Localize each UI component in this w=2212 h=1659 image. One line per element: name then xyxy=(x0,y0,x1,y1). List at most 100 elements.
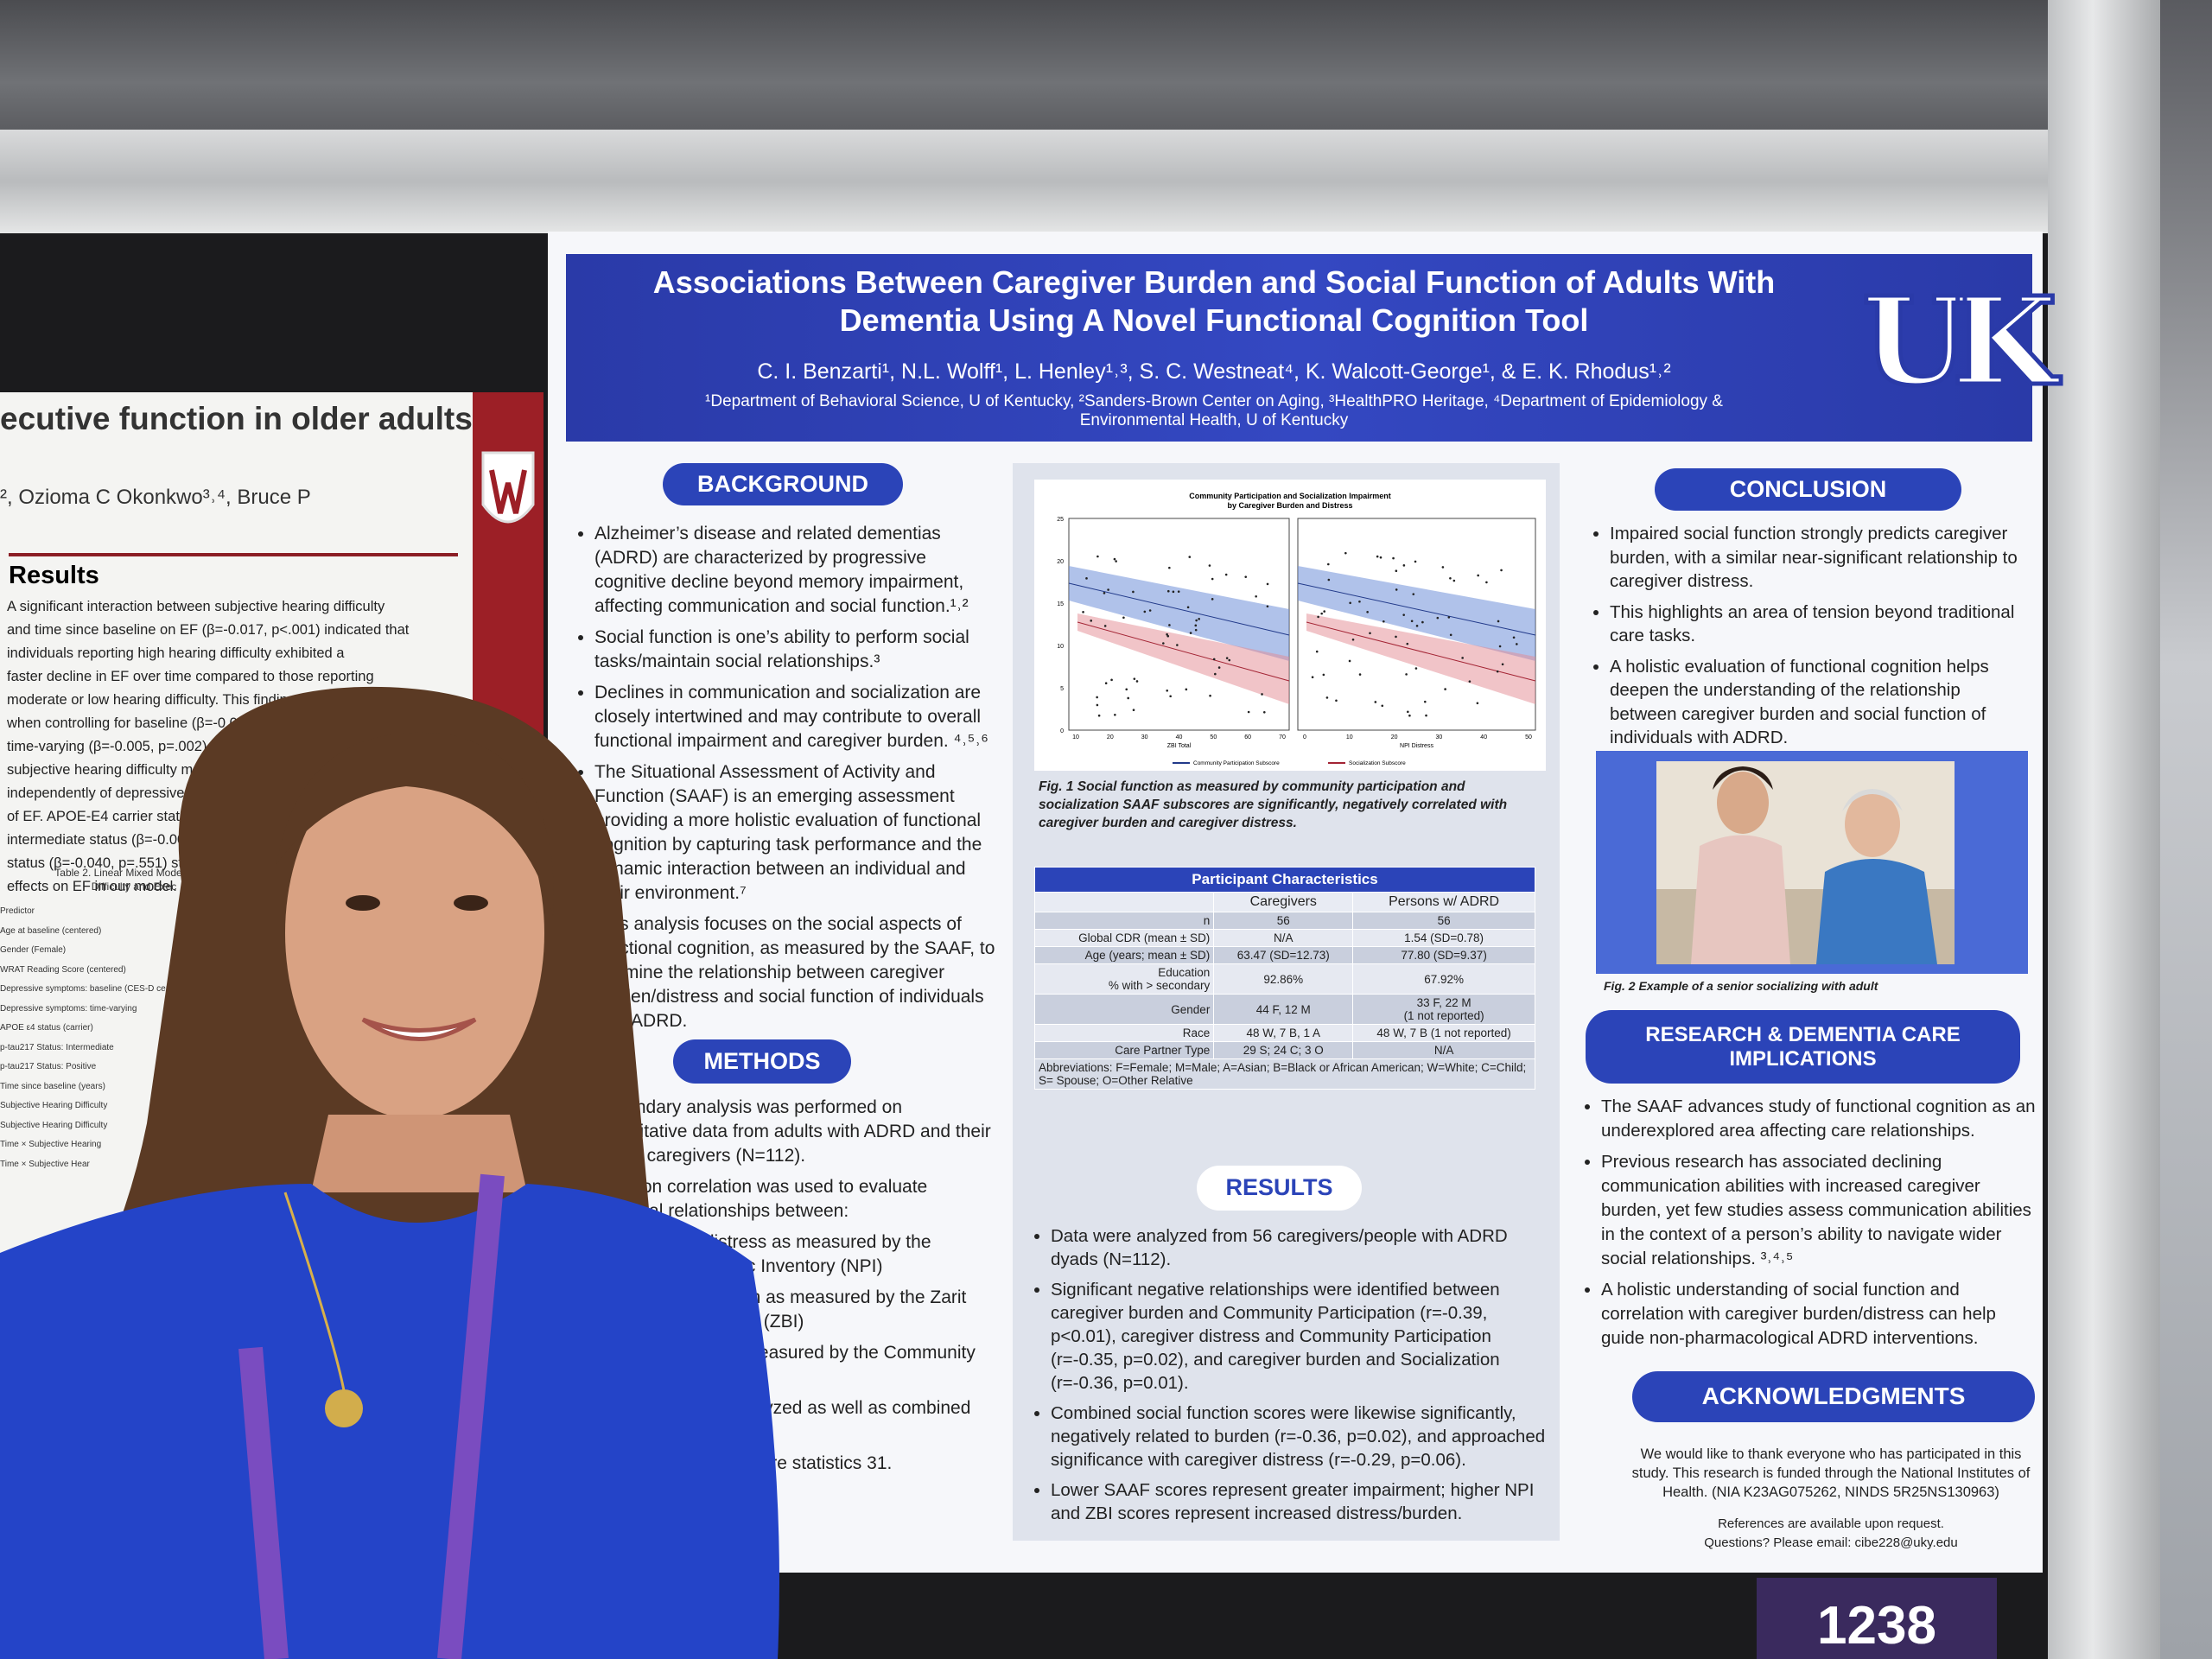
scatter-dot xyxy=(1381,704,1384,708)
text-line: status (β=-0.040, p=.551) status xyxy=(7,855,210,871)
lanyard xyxy=(437,1173,505,1659)
scatter-dot xyxy=(1379,556,1382,559)
table-row: Abbreviations: F=Female; M=Male; A=Asian… xyxy=(1034,1058,1535,1090)
scatter-dot xyxy=(1261,693,1263,696)
scatter-dot xyxy=(1096,696,1098,699)
scatter-dot xyxy=(1366,610,1369,613)
x-tick-label: 60 xyxy=(1244,734,1251,741)
text-line: Time since baseline (years) xyxy=(0,1081,105,1091)
scatter-dot xyxy=(1402,564,1406,567)
table-row: Race 48 W, 7 B, 1 A 48 W, 7 B (1 not repor… xyxy=(1033,1024,1535,1042)
scatter-dot xyxy=(1335,699,1338,702)
bullet: Social function is one’s ability to perf… xyxy=(594,626,997,674)
scatter-dot xyxy=(1322,673,1325,677)
results-list: Data were analyzed from 56 caregivers/pe… xyxy=(1021,1224,1548,1532)
text-line: APOE ε4 status (carrier) xyxy=(0,1023,93,1033)
y-tick-label: 0 xyxy=(1060,728,1064,734)
text-line: Difficulty and Exec xyxy=(91,880,177,893)
smile xyxy=(361,1017,477,1041)
scatter-dot xyxy=(1266,605,1269,608)
background-list: Alzheimer’s disease and related dementia… xyxy=(565,522,997,1040)
scatter-dot xyxy=(1348,659,1351,663)
x-tick-label: 0 xyxy=(1303,734,1306,741)
y-tick-label: 15 xyxy=(1057,601,1064,607)
eye xyxy=(346,895,380,911)
scatter-dot xyxy=(1228,658,1231,662)
scatter-dot xyxy=(1395,569,1398,573)
x-tick-label: 30 xyxy=(1436,734,1443,741)
text-line: of EF. APOE-E4 carrier status (β=-0. xyxy=(7,809,237,824)
lanyard xyxy=(238,1346,289,1659)
bullet: Previous research has associated declini… xyxy=(1601,1150,2038,1271)
text-line: Gender (Female) xyxy=(0,945,67,955)
text-line: Subjective Hearing Difficulty xyxy=(0,1101,108,1110)
scatter-dot xyxy=(1351,638,1355,641)
figure-caption: Fig. 1 Social function as measured by co… xyxy=(1039,779,1508,830)
table-cell: 56 xyxy=(1213,912,1354,930)
table-caption: Table 2. Linear Mixed Model of the Diffic… xyxy=(4,866,264,893)
scatter-dot xyxy=(1311,676,1314,678)
scatter-dot xyxy=(1244,575,1248,578)
x-tick-label: 30 xyxy=(1141,734,1148,741)
frame-rail xyxy=(0,130,2048,233)
scatter-dot xyxy=(1177,590,1180,593)
y-tick-label: 20 xyxy=(1057,559,1064,565)
scatter-dot xyxy=(1096,555,1099,558)
confidence-band xyxy=(1069,566,1289,661)
scatter-dot xyxy=(1188,556,1192,558)
scatter-dot xyxy=(1224,573,1228,576)
table-row: Gender 44 F, 12 M 33 F, 22 M (1 not report… xyxy=(1033,994,1535,1025)
scatter-dot xyxy=(1172,590,1175,594)
table-cell: 33 F, 22 M (1 not reported) xyxy=(1352,994,1535,1025)
confidence-band xyxy=(1306,613,1535,704)
w-crest xyxy=(481,451,535,524)
section-heading: RESEARCH & DEMENTIA CARE IMPLICATIONS xyxy=(1586,1010,2020,1084)
table-cell: 44 F, 12 M xyxy=(1213,994,1354,1025)
implications-list: The SAAF advances study of functional co… xyxy=(1572,1095,2038,1357)
bullet: Declines in communication and socializat… xyxy=(594,681,997,753)
scatter-dot xyxy=(1214,672,1217,676)
scatter-dot xyxy=(1421,620,1424,624)
scatter-dot xyxy=(1344,551,1347,555)
affiliations: Environmental Health, U of Kentucky xyxy=(1079,411,1349,429)
scatter-dot xyxy=(1449,576,1452,580)
authors: C. I. Benzarti¹, N.L. Wolff¹, L. Henley¹… xyxy=(757,359,1671,384)
scatter-dot xyxy=(1211,598,1214,601)
section-heading: METHODS xyxy=(673,1039,851,1084)
scatter-dot xyxy=(1449,633,1452,637)
text-line: Depressive symptoms: baseline (CES-D cen… xyxy=(0,984,194,994)
scatter-dot xyxy=(1104,682,1108,685)
trend-line xyxy=(1077,621,1290,682)
table-cell: 92.86% xyxy=(1213,963,1354,995)
scatter-dot xyxy=(1103,592,1106,594)
scatter-dot xyxy=(1122,616,1125,620)
scatter-dot xyxy=(1452,579,1456,582)
table-cell: 48 W, 7 B (1 not reported) xyxy=(1352,1024,1535,1042)
scatter-dot xyxy=(1198,618,1200,620)
table-cell: N/A xyxy=(1352,1041,1535,1059)
text-line: p-tau217 Status: Intermediate xyxy=(0,1042,114,1052)
text-line: individuals reporting high hearing diffi… xyxy=(7,645,345,661)
text-line: WRAT Reading Score (centered) xyxy=(0,964,126,975)
scatter-dot xyxy=(1447,616,1451,619)
text-line: Time × Subjective Hear xyxy=(0,1159,90,1169)
scatter-dot xyxy=(1476,702,1479,705)
scatter-dot xyxy=(1406,642,1409,645)
x-tick-label: 50 xyxy=(1525,734,1532,741)
row-label: Race xyxy=(1033,1024,1215,1042)
references: References are available upon request. xyxy=(1718,1516,1944,1531)
scatter-dot xyxy=(1194,624,1198,627)
chart-title: Community Participation and Socializatio… xyxy=(1189,492,1391,500)
row-label: Education % with > secondary xyxy=(1033,963,1215,995)
bullet: Impaired social function strongly predic… xyxy=(1610,522,2030,594)
table-note: Abbreviations: F=Female; M=Male; A=Asian… xyxy=(1034,1058,1535,1090)
scatter-dot xyxy=(1358,673,1362,676)
text-line: A significant interaction between subjec… xyxy=(7,599,385,614)
photo-illustration xyxy=(1656,761,1955,964)
scatter-dot xyxy=(1162,642,1165,645)
acknowledgments-text: We would like to thank everyone who has … xyxy=(1631,1446,2031,1500)
x-tick-label: 20 xyxy=(1107,734,1114,741)
neck xyxy=(311,1115,527,1192)
poster: Associations Between Caregiver Burden an… xyxy=(548,232,2059,1573)
